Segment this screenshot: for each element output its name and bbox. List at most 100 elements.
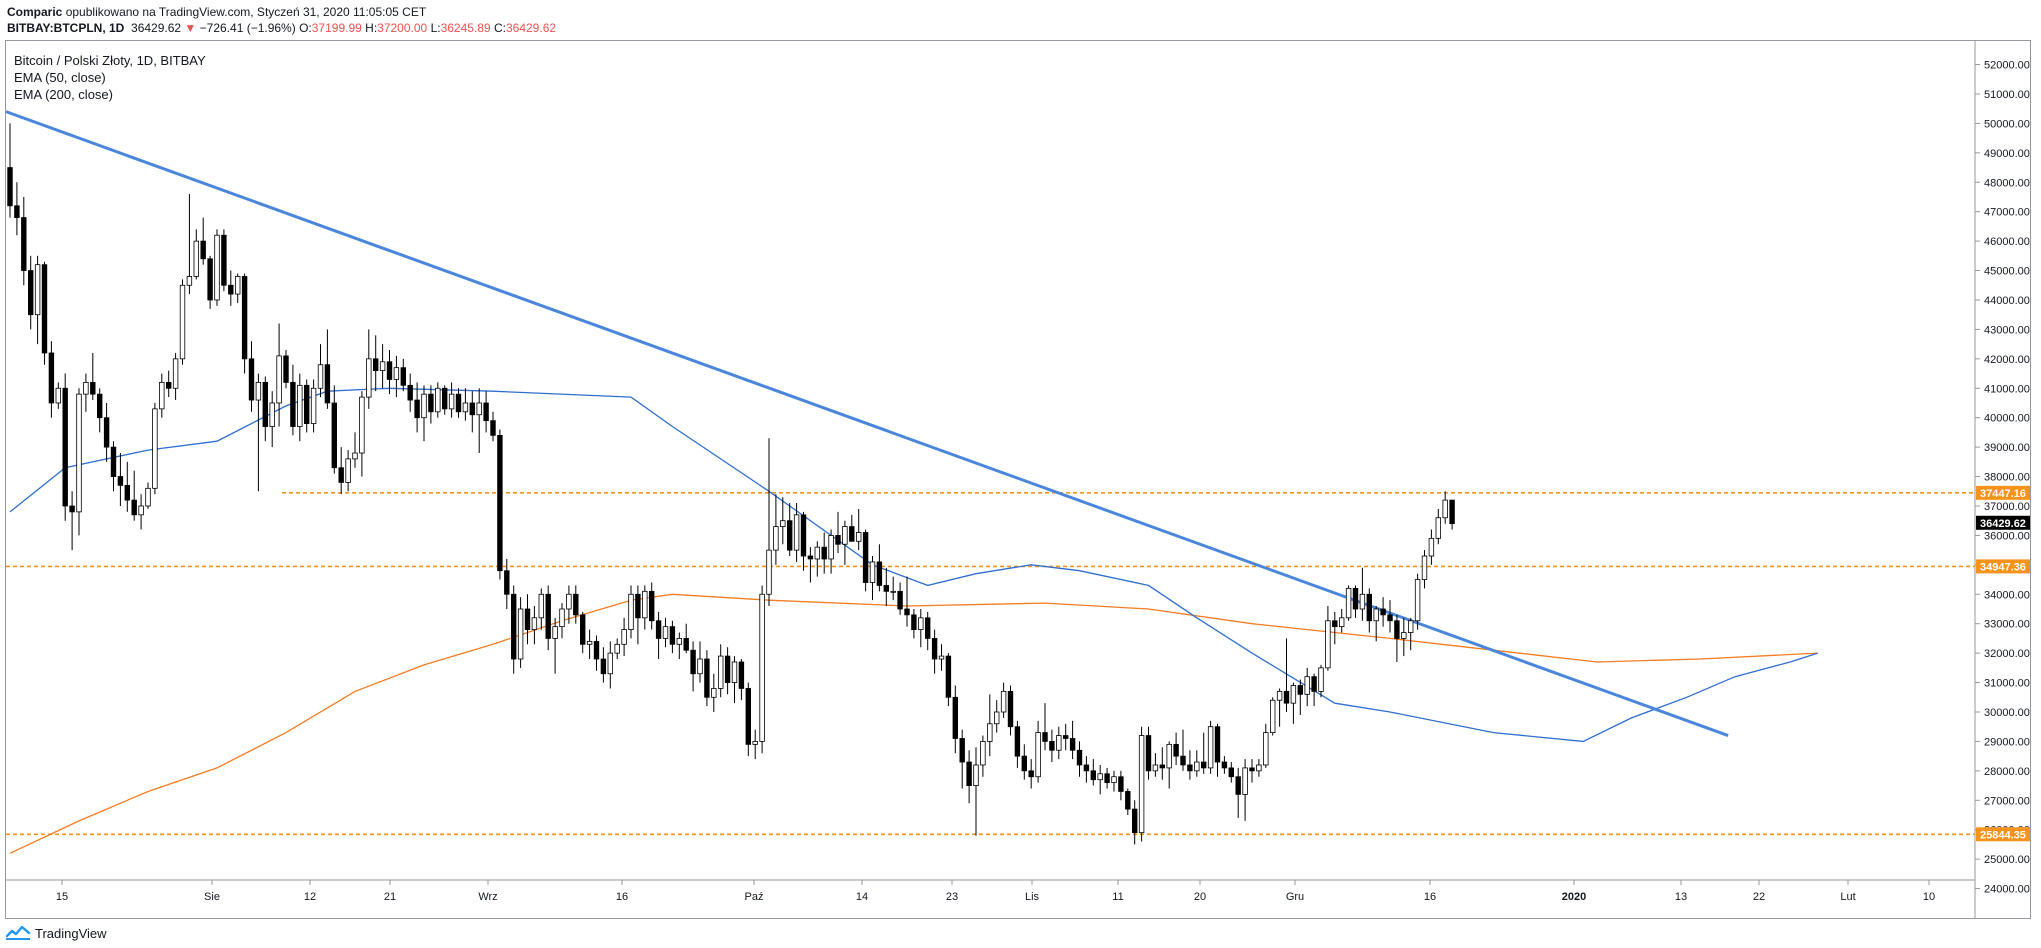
candle-up [317, 364, 324, 389]
y-tick-label: 37000.00 [1984, 501, 2030, 513]
candle-up [297, 384, 303, 427]
candle-down [1173, 743, 1179, 757]
current-price-tag [1976, 515, 2030, 530]
author: Comparic [7, 5, 63, 19]
candle-up [607, 652, 613, 675]
candle-up [1304, 676, 1310, 695]
candle-down [800, 514, 807, 557]
candle-up [614, 643, 620, 654]
x-tick-label: Lut [1840, 891, 1855, 903]
candle-up [345, 458, 351, 483]
candle-down [669, 626, 676, 645]
y-tick-label: 47000.00 [1984, 207, 2030, 219]
x-tick-label: 14 [856, 891, 868, 903]
candle-up [172, 358, 179, 389]
candle-down [787, 520, 793, 551]
candle-down [1283, 690, 1290, 704]
x-tick-label: Sie [204, 891, 220, 903]
candle-down [931, 638, 938, 660]
legend-title[interactable]: Bitcoin / Polski Złoty, 1D, BITBAY [14, 53, 206, 68]
candle-up [1256, 764, 1262, 772]
close-label: C: [493, 21, 506, 35]
candle-up [980, 741, 986, 766]
candle-up [842, 526, 848, 545]
candle-down [724, 655, 731, 683]
candle-up [152, 408, 158, 489]
candle-down [103, 417, 110, 448]
candle-down [704, 658, 710, 698]
candle-down [110, 446, 117, 477]
candle-up [1401, 632, 1407, 639]
price-change: −726.41 (−1.96%) [199, 21, 296, 35]
low-value: 36245.89 [440, 21, 491, 35]
candle-up [1428, 537, 1435, 557]
candle-up [1270, 699, 1276, 733]
candle-down [455, 393, 462, 413]
candle-down [1394, 620, 1400, 639]
y-tick-label: 49000.00 [1984, 148, 2030, 160]
x-tick-label: 12 [304, 891, 316, 903]
candle-down [593, 640, 600, 660]
candle-down [117, 476, 124, 486]
level-price-tag [1976, 827, 2030, 842]
candle-up [759, 593, 765, 742]
chart-frame [5, 40, 2031, 919]
candle-down [510, 593, 517, 660]
candle-down [1118, 776, 1124, 792]
level-price-tag [1976, 559, 2030, 574]
candle-down [1180, 755, 1186, 766]
open-value: 37199.99 [311, 21, 362, 35]
candle-up [780, 520, 786, 527]
x-tick-label: 2020 [1562, 891, 1586, 903]
y-tick-label: 38000.00 [1984, 472, 2030, 484]
candle-up [1242, 767, 1248, 795]
candle-down [1145, 735, 1152, 772]
legend-ema50[interactable]: EMA (50, close) [14, 70, 106, 85]
footer-brand[interactable]: TradingView [35, 925, 107, 941]
x-tick-label: 10 [1923, 891, 1935, 903]
candle-down [483, 402, 489, 422]
candle-down [1201, 761, 1207, 769]
candle-down [635, 593, 641, 619]
legend-ema200[interactable]: EMA (200, close) [14, 87, 113, 102]
candle-down [41, 264, 48, 354]
high-label: H: [365, 21, 378, 35]
x-tick-label: Wrz [478, 891, 497, 903]
candle-up [856, 532, 862, 542]
candle-down [497, 434, 503, 572]
candle-up [973, 764, 979, 786]
down-arrow-icon: ▼ [184, 21, 197, 35]
candle-down [407, 384, 413, 401]
candle-down [1228, 767, 1234, 778]
candle-down [7, 167, 13, 207]
candle-up [994, 711, 1000, 725]
candle-down [600, 658, 607, 675]
candle-down [1132, 808, 1138, 834]
candle-up [1408, 620, 1414, 633]
y-tick-label: 48000.00 [1984, 177, 2030, 189]
candle-up [1414, 579, 1421, 622]
candle-up [448, 393, 455, 410]
candle-down [1090, 770, 1096, 781]
candle-down [1104, 773, 1110, 784]
y-tick-label: 42000.00 [1984, 354, 2030, 366]
candle-up [1318, 667, 1324, 692]
y-tick-label: 28000.00 [1984, 766, 2030, 778]
candle-down [524, 608, 531, 630]
candle-down [683, 638, 689, 651]
candle-down [1387, 614, 1393, 622]
candle-down [228, 284, 234, 295]
candle-down [1159, 764, 1165, 769]
y-tick-label: 39000.00 [1984, 442, 2030, 454]
last-price: 36429.62 [131, 21, 182, 35]
candle-down [1049, 741, 1055, 751]
x-tick-label: 16 [616, 891, 628, 903]
candle-down [883, 585, 889, 592]
candle-up [890, 590, 896, 593]
candle-up [1442, 499, 1448, 519]
open-label: O: [299, 21, 312, 35]
low-label: L: [430, 21, 441, 35]
candle-down [580, 614, 586, 645]
candle-down [428, 393, 434, 413]
